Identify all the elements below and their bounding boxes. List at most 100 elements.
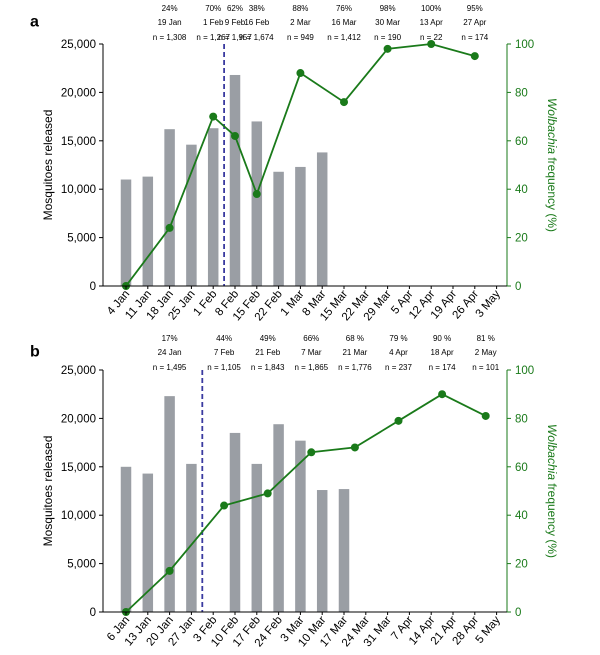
bar (251, 121, 263, 286)
bar (120, 466, 132, 612)
frequency-point (231, 131, 239, 140)
right-tick-label: 100 (515, 39, 534, 51)
annotation-date: 30 Mar (375, 18, 400, 27)
bar (273, 424, 284, 612)
frequency-point (383, 44, 392, 53)
right-tick-label: 60 (515, 462, 528, 474)
bar (295, 166, 306, 286)
annotation-sample-size: n = 949 (287, 33, 314, 42)
left-tick-label: 25,000 (61, 39, 96, 51)
y2-axis-title: Wolbachia frequency (%) (545, 424, 559, 558)
right-tick-label: 80 (515, 413, 528, 425)
annotation-percent: 24% (162, 4, 178, 13)
left-tick-label: 10,000 (61, 510, 96, 522)
annotation-date: 16 Mar (332, 18, 357, 27)
chart-panel-b: b 0 5,000 10,000 15,000 20,000 25,000 0 20 40 60 80… (30, 334, 559, 649)
left-tick-label: 20,000 (61, 413, 96, 425)
frequency-line (125, 43, 476, 287)
annotation-date: 2 Mar (290, 18, 311, 27)
frequency-point (438, 390, 447, 399)
annotation-percent: 38% (249, 4, 265, 13)
right-tick-label: 0 (515, 607, 521, 619)
bar (229, 74, 241, 286)
frequency-point (470, 52, 479, 61)
y2-axis-title: Wolbachia frequency (%) (545, 98, 559, 232)
frequency-point (296, 69, 305, 78)
annotation-date: 19 Jan (158, 18, 182, 27)
annotation-sample-size: n = 1,105 (207, 363, 241, 372)
annotation-date: 7 Mar (301, 348, 322, 357)
frequency-point (220, 501, 229, 510)
left-tick-label: 15,000 (61, 462, 96, 474)
annotation-sample-size: n = 174 (461, 33, 488, 42)
left-tick-label: 0 (90, 281, 96, 293)
y2-axis-title-italic: Wolbachia (545, 424, 559, 480)
annotation-percent: 81 % (477, 334, 495, 343)
frequency-point (307, 448, 316, 457)
frequency-point (165, 223, 174, 232)
y2-axis-title-rest: frequency (%) (545, 480, 559, 558)
bar (316, 152, 328, 286)
annotation-date: 16 Feb (244, 18, 269, 27)
y-axis-title: Mosquitoes released (41, 436, 55, 547)
bar (251, 463, 263, 612)
annotation-date: 7 Feb (214, 348, 235, 357)
annotation-percent: 98% (380, 4, 396, 13)
annotation-date: 21 Mar (342, 348, 367, 357)
left-tick-label: 15,000 (61, 136, 96, 148)
frequency-point (427, 40, 436, 48)
bar (295, 440, 306, 612)
annotation-sample-size: n = 190 (374, 33, 401, 42)
left-tick-label: 10,000 (61, 184, 96, 196)
frequency-point (209, 112, 218, 121)
frequency-line (125, 393, 487, 613)
right-tick-label: 20 (515, 559, 528, 571)
bar (120, 179, 132, 286)
bar (186, 463, 197, 612)
bar (164, 396, 175, 612)
annotation-sample-size: n = 1,674 (240, 33, 274, 42)
bar (273, 171, 284, 286)
right-tick-label: 20 (515, 233, 528, 245)
frequency-point (252, 190, 261, 199)
annotation-date: 4 Apr (389, 348, 408, 357)
annotation-percent: 100% (421, 4, 441, 13)
left-tick-label: 5,000 (67, 559, 96, 571)
annotation-date: 27 Apr (463, 18, 486, 27)
right-tick-label: 100 (515, 365, 534, 377)
annotation-date: 13 Apr (420, 18, 443, 27)
bar (164, 129, 175, 286)
annotation-sample-size: n = 1,843 (251, 363, 285, 372)
annotation-sample-size: n = 1,495 (153, 363, 187, 372)
left-tick-label: 0 (90, 607, 96, 619)
annotation-percent: 90 % (433, 334, 451, 343)
annotation-sample-size: n = 1,776 (338, 363, 372, 372)
left-tick-label: 20,000 (61, 87, 96, 99)
y-axis-title: Mosquitoes released (41, 110, 55, 221)
bar (142, 473, 154, 612)
x-tick-label: 1 Mar (279, 288, 307, 318)
bar (186, 144, 197, 286)
annotation-sample-size: n = 237 (385, 363, 412, 372)
annotation-percent: 95% (467, 4, 483, 13)
right-tick-label: 40 (515, 184, 528, 196)
annotation-date: 1 Feb (203, 18, 224, 27)
annotation-date: 18 Apr (431, 348, 454, 357)
left-tick-label: 5,000 (67, 233, 96, 245)
annotation-percent: 66% (303, 334, 319, 343)
annotation-sample-size: n = 1,412 (327, 33, 361, 42)
bar (338, 489, 350, 612)
annotation-sample-size: n = 174 (429, 363, 456, 372)
annotation-percent: 88% (292, 4, 308, 13)
y2-axis-title-italic: Wolbachia (545, 98, 559, 154)
annotation-sample-size: n = 1,865 (295, 363, 329, 372)
annotation-percent: 17% (162, 334, 178, 343)
frequency-point (481, 411, 490, 420)
x-tick-label: 3 May (474, 288, 503, 320)
right-tick-label: 80 (515, 87, 528, 99)
right-tick-label: 60 (515, 136, 528, 148)
annotation-date: 9 Feb (225, 18, 246, 27)
panel-label: b (30, 343, 40, 360)
chart-panel-a: a 0 5,000 10,000 15,000 20,000 25,000 0 20 40 60 80… (30, 4, 559, 323)
